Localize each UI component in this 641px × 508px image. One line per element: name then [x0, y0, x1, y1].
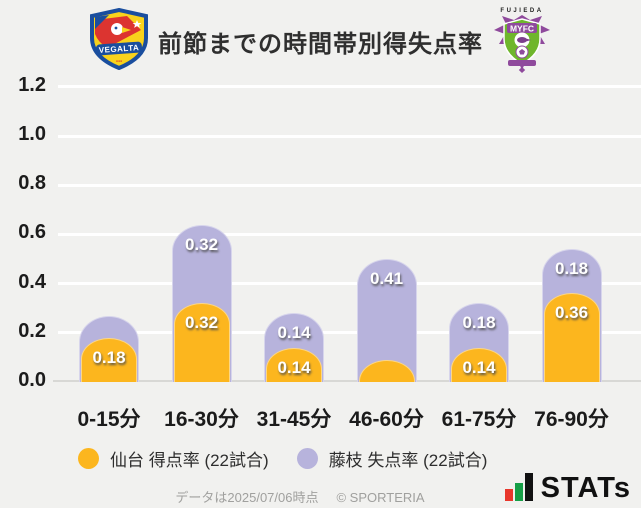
- x-axis-label-61-75分: 61-75分: [441, 408, 517, 431]
- fujieda-top-text: FUJIEDA: [500, 8, 543, 14]
- myfc-shield-text: MYFC: [510, 24, 534, 34]
- value-label-fujieda-31-45分: 0.14: [277, 323, 311, 343]
- legend: 仙台 得点率 (22試合) 藤枝 失点率 (22試合): [78, 446, 487, 471]
- page-title: 前節までの時間帯別得失点率: [158, 31, 483, 58]
- copyright-text: © SPORTERIA: [336, 490, 425, 505]
- gridline-0.2: [58, 331, 641, 335]
- value-label-sendai-16-30分: 0.32: [184, 313, 219, 333]
- value-label-sendai-0-15分: 0.18: [92, 347, 126, 367]
- x-axis-label-46-60分: 46-60分: [349, 408, 424, 431]
- gridline-0.4: [58, 282, 641, 286]
- legend-item-sendai: 仙台 得点率 (22試合): [78, 446, 269, 471]
- bar-sendai-31-45分: [266, 347, 322, 382]
- bar-sendai-76-90分: [543, 293, 600, 382]
- value-label-sendai-76-90分: 0.36: [554, 303, 589, 323]
- legend-dot-fujieda: [296, 448, 318, 469]
- x-axis-label-16-30分: 16-30分: [164, 408, 239, 431]
- stats-bar-red: [504, 489, 513, 501]
- bar-sendai-61-75分: [451, 347, 507, 382]
- vegalta-banner-text: VEGALTA: [98, 43, 139, 55]
- gridline-0.8: [58, 183, 641, 187]
- x-axis-label-0-15分: 0-15分: [77, 408, 141, 431]
- stats-bars-icon: [504, 473, 533, 501]
- x-axis-label-31-45分: 31-45分: [256, 408, 332, 431]
- x-axis-line: [53, 380, 641, 382]
- bar-sendai-0-15分: [81, 337, 137, 382]
- gridline-0.6: [58, 232, 641, 236]
- y-axis-tick-0.2: 0.2: [18, 319, 46, 342]
- vegalta-sub-text: ●●●: [116, 59, 122, 63]
- value-label-sendai-61-75分: 0.14: [462, 357, 496, 377]
- value-label-sendai-31-45分: 0.14: [277, 357, 311, 377]
- stats-bar-black: [524, 473, 533, 501]
- y-axis-tick-1.0: 1.0: [18, 123, 46, 145]
- stats-logo: STATs: [504, 472, 631, 504]
- legend-item-fujieda: 藤枝 失点率 (22試合): [296, 446, 488, 471]
- value-label-fujieda-61-75分: 0.18: [462, 313, 496, 333]
- value-label-fujieda-16-30分: 0.32: [184, 234, 219, 254]
- legend-dot-sendai: [78, 448, 99, 469]
- data-date-text: データは2025/07/06時点: [175, 490, 319, 505]
- y-axis-tick-0.0: 0.0: [18, 369, 46, 391]
- legend-label-sendai: 仙台 得点率 (22試合): [110, 451, 269, 470]
- bar-sendai-16-30分: [173, 303, 230, 382]
- gridline-1.0: [58, 134, 641, 138]
- footer-note: データは2025/07/06時点 © SPORTERIA: [0, 487, 600, 506]
- x-axis-label-76-90分: 76-90分: [534, 408, 609, 431]
- y-axis-tick-1.2: 1.2: [18, 73, 46, 96]
- gridline-1.2: [58, 85, 641, 89]
- stats-bar-green: [514, 483, 523, 501]
- value-label-fujieda-76-90分: 0.18: [554, 259, 589, 279]
- value-label-fujieda-46-60分: 0.41: [369, 269, 404, 288]
- legend-label-fujieda: 藤枝 失点率 (22試合): [328, 451, 488, 470]
- vegalta-sendai-crest-icon: VEGALTA ●●●: [90, 8, 148, 70]
- y-axis-tick-0.8: 0.8: [18, 172, 46, 195]
- y-axis-tick-0.4: 0.4: [18, 270, 46, 293]
- stats-brand-text: STATs: [540, 472, 631, 504]
- fujieda-myfc-crest-icon: FUJIEDA MYFC: [494, 8, 550, 73]
- y-axis-tick-0.6: 0.6: [18, 221, 46, 244]
